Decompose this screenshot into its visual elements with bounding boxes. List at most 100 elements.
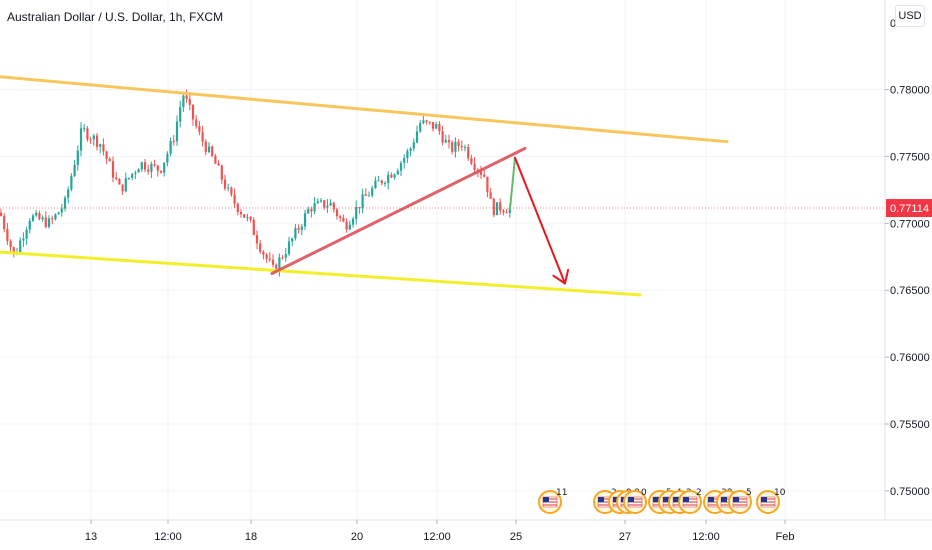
bearish-arrow[interactable] <box>514 156 566 285</box>
candle-body <box>454 141 457 152</box>
event-flag[interactable]: 5 <box>728 488 752 514</box>
current-price-label-bg <box>886 199 932 218</box>
price-tick-label: 0.75500 <box>890 419 930 431</box>
candle-body <box>329 202 332 206</box>
candle-body <box>188 99 191 105</box>
current-price-label-text: 0.77114 <box>890 203 929 215</box>
candle-body <box>179 107 182 122</box>
us-flag-canton <box>761 497 767 502</box>
candle-body <box>47 218 51 227</box>
candle-body <box>140 162 143 170</box>
candle-body <box>41 217 44 220</box>
price-tick-label: 0.77500 <box>890 151 930 163</box>
candle-body <box>374 180 377 189</box>
candle-body <box>230 187 233 195</box>
candle-body <box>431 122 435 129</box>
us-flag-canton <box>683 497 689 502</box>
candle-body <box>284 254 287 258</box>
candle-body <box>95 135 99 147</box>
candle-body <box>259 243 262 252</box>
candle-body <box>204 141 207 153</box>
price-axis[interactable]: 0.75000 0.75500 0.76000 0.76500 0.77000 0.775… <box>885 85 930 498</box>
candle-body <box>278 257 281 271</box>
candle-body <box>153 164 156 166</box>
candle-body <box>307 209 310 214</box>
rising-trend-line[interactable] <box>270 146 527 275</box>
candle-body <box>28 220 31 230</box>
us-flag-canton <box>653 497 659 502</box>
us-flag-canton <box>733 497 739 502</box>
candle-body <box>156 165 159 171</box>
event-flag[interactable]: 11 <box>538 488 567 514</box>
economic-events[interactable]: 112980542238510 <box>538 488 786 514</box>
candle-body <box>31 215 35 221</box>
candle-body <box>249 216 252 220</box>
projection-line[interactable] <box>509 156 516 211</box>
candle-body <box>124 178 127 192</box>
candle-body <box>486 176 489 193</box>
candle-body <box>175 121 179 142</box>
candle-body <box>99 144 102 147</box>
candle-body <box>332 202 335 210</box>
us-flag-canton <box>598 497 604 502</box>
lower-channel-line[interactable] <box>0 250 642 297</box>
chart-title: Australian Dollar / U.S. Dollar, 1h, FXC… <box>7 10 223 24</box>
event-flag[interactable]: 2 <box>678 488 702 514</box>
candle-body <box>108 158 111 162</box>
candle-body <box>38 212 41 220</box>
candle-body <box>355 206 358 219</box>
candle-body <box>319 200 323 202</box>
candle-body <box>351 218 355 225</box>
us-flag-canton <box>721 497 727 502</box>
candle-body <box>9 241 12 248</box>
candle-body <box>6 228 9 242</box>
candle-body <box>12 247 15 255</box>
time-axis[interactable]: 13 12:00 18 20 12:00 25 27 12:00 Feb <box>85 520 795 543</box>
price-tick-label: 0.75000 <box>890 486 930 498</box>
time-tick-label: 27 <box>619 531 631 543</box>
candle-body <box>102 144 105 152</box>
candle-body <box>335 209 339 217</box>
candle-body <box>67 189 70 198</box>
candle-body <box>460 145 463 148</box>
candle-body <box>0 212 3 216</box>
event-flag[interactable]: 10 <box>756 488 786 514</box>
candle-body <box>57 212 60 215</box>
currency-button[interactable]: USD <box>895 5 925 27</box>
time-tick-label: Feb <box>776 531 795 543</box>
candle-body <box>137 169 140 173</box>
us-flag-canton <box>613 497 619 502</box>
chart-grid <box>0 0 885 520</box>
candle-body <box>313 203 316 212</box>
candle-body <box>419 123 422 132</box>
candle-body <box>393 174 396 178</box>
candle-body <box>89 139 92 141</box>
time-tick-label: 18 <box>245 531 257 543</box>
candle-body <box>25 229 28 239</box>
candle-body <box>377 180 380 182</box>
candle-body <box>73 164 76 177</box>
candle-body <box>214 155 217 164</box>
candle-body <box>399 162 403 171</box>
candle-body <box>185 95 188 100</box>
chart-drawings[interactable] <box>0 75 729 297</box>
candle-body <box>451 142 454 152</box>
candle-body <box>383 182 387 184</box>
candle-body <box>35 212 38 216</box>
candle-body <box>422 120 425 124</box>
us-flag-canton <box>673 497 679 502</box>
candle-body <box>163 162 166 173</box>
candle-body <box>412 142 415 149</box>
candle-body <box>246 216 249 218</box>
candle-body <box>345 221 348 230</box>
candle-body <box>326 205 329 208</box>
candle-body <box>22 238 25 241</box>
event-flag[interactable]: 0 <box>623 488 647 514</box>
candle-body <box>364 194 367 196</box>
candle-body <box>143 162 147 170</box>
candle-body <box>275 264 278 271</box>
candle-body <box>223 179 227 189</box>
upper-channel-line[interactable] <box>0 75 729 144</box>
